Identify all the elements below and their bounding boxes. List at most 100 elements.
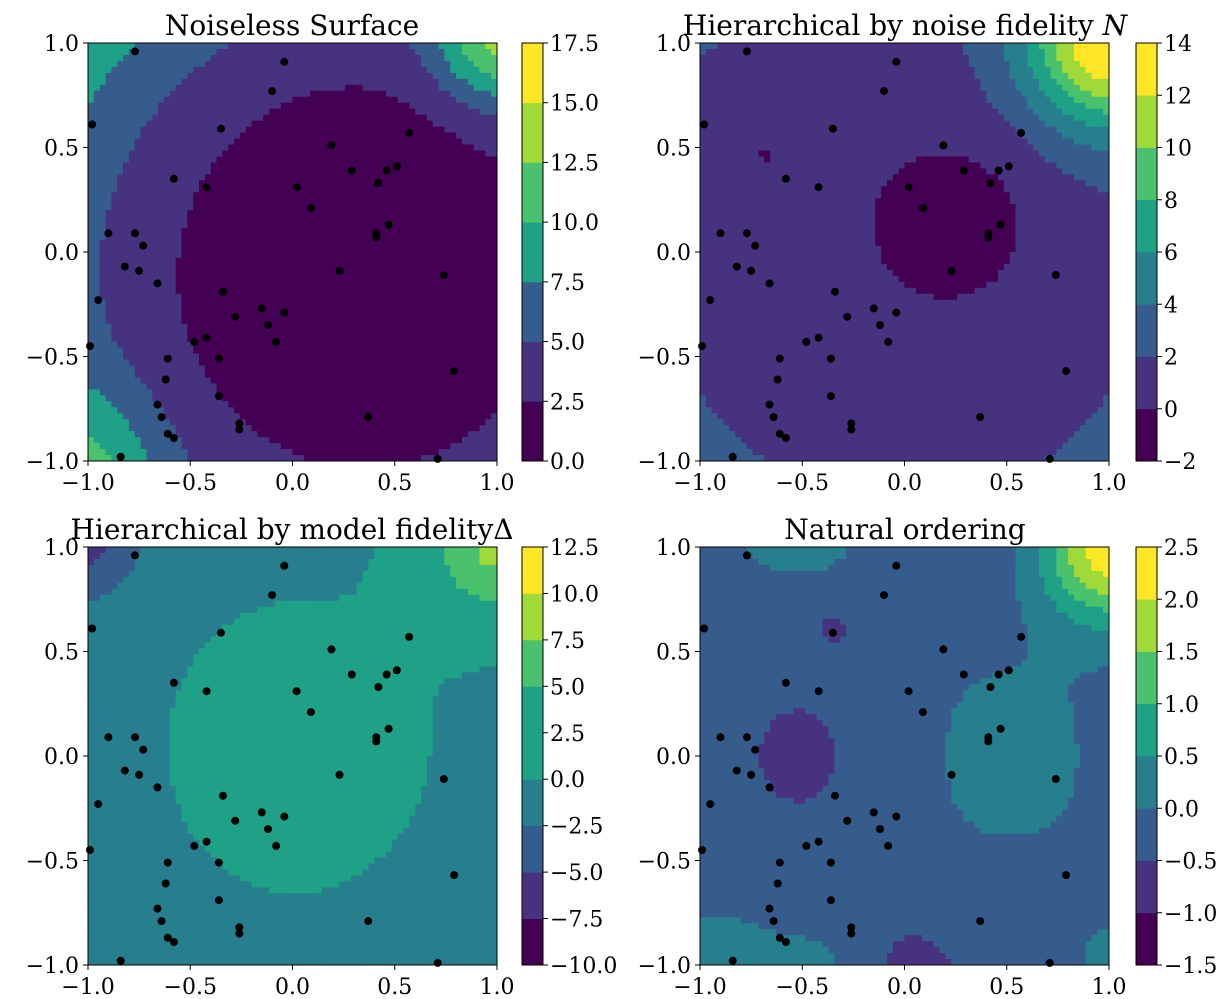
sample-point [892, 308, 901, 317]
y-tick-label: 0.5 [44, 137, 79, 162]
sample-point [235, 923, 244, 932]
sample-point [976, 917, 985, 926]
sample-point [153, 904, 162, 913]
sample-point [700, 624, 709, 633]
colorbar-tick-label: 0 [1164, 398, 1178, 423]
sample-point [847, 929, 856, 938]
sample-point [163, 354, 172, 363]
sample-point [264, 825, 272, 834]
sample-point [292, 687, 301, 696]
sample-point [327, 645, 336, 654]
sample-point [826, 858, 835, 867]
colorbar-band [522, 779, 543, 827]
colorbar-tick-label: 12 [1164, 84, 1192, 109]
sample-point [781, 678, 790, 687]
sample-point [231, 312, 240, 321]
sample-point [996, 220, 1005, 229]
sample-point [169, 434, 178, 442]
sample-point [116, 452, 125, 461]
colorbar-tick-label: 0.0 [550, 450, 585, 475]
sample-point [405, 128, 414, 137]
y-tick-label: 0.0 [44, 241, 79, 266]
x-tick-label: 0.5 [989, 975, 1024, 999]
x-tick-label: 0.0 [275, 975, 310, 999]
sample-point [257, 304, 266, 313]
sample-point [781, 174, 790, 183]
sample-point [86, 846, 94, 854]
sample-point [382, 670, 391, 679]
colorbar-tick-label: 0.5 [1164, 745, 1199, 770]
sample-point [214, 354, 223, 363]
colorbar-tick-label: −2.5 [550, 815, 603, 840]
sample-point [135, 266, 144, 275]
sample-point [751, 241, 760, 250]
sample-point [163, 858, 172, 867]
x-tick-label: 0.0 [275, 471, 310, 496]
colorbar-tick-label: 0.0 [1164, 797, 1199, 822]
x-tick-label: 0.0 [887, 975, 922, 999]
sample-point [996, 724, 1005, 733]
y-tick-label: 0.5 [656, 137, 691, 162]
sample-point [814, 837, 823, 846]
sample-point [876, 321, 884, 330]
sample-point [959, 166, 968, 175]
contour-field [700, 43, 1109, 461]
colorbar-band [1136, 95, 1157, 148]
sample-point [947, 266, 956, 275]
sample-point [94, 296, 103, 305]
colorbar-band [522, 43, 543, 104]
sample-point [802, 841, 811, 850]
sample-point [775, 429, 784, 438]
sample-point [876, 825, 884, 834]
colorbar-band [522, 872, 543, 919]
sample-point [747, 266, 756, 275]
colorbar: 0.0 2.5 5.0 7.5 10.0 12.5 15.0 17.5 [521, 32, 599, 475]
x-tick-label: −1.0 [673, 975, 726, 999]
panel-3: −1.0 −0.5 0.0 0.5 1.0−1.0−0.50.00.51.0Hierar… [26, 513, 618, 999]
colorbar-band [522, 918, 543, 966]
sample-point [364, 413, 373, 422]
sample-point [347, 670, 356, 679]
sample-point [904, 183, 913, 192]
sample-point [892, 57, 901, 66]
sample-point [450, 871, 459, 880]
sample-point [918, 708, 927, 717]
x-tick-label: −0.5 [776, 471, 829, 496]
colorbar-tick-label: 5.0 [550, 331, 585, 356]
colorbar-band [522, 732, 543, 780]
sample-point [382, 166, 391, 175]
sample-point [202, 837, 211, 846]
colorbar-band [522, 593, 543, 641]
colorbar-tick-label: 17.5 [550, 32, 599, 57]
sample-point [728, 452, 737, 461]
sample-point [892, 561, 901, 570]
sample-point [747, 770, 756, 779]
sample-point [231, 816, 240, 825]
y-tick-label: 0.0 [656, 241, 691, 266]
x-tick-label: −0.5 [164, 975, 217, 999]
sample-point [153, 279, 162, 288]
sample-point [264, 321, 272, 330]
sample-point [169, 678, 178, 687]
panel-title: Noiseless Surface [165, 9, 419, 42]
sample-point [880, 591, 888, 600]
colorbar-tick-label: 2.5 [550, 390, 585, 415]
sample-point [94, 800, 103, 809]
sample-point [1004, 162, 1013, 171]
x-tick-label: −1.0 [673, 471, 726, 496]
sample-point [743, 551, 751, 560]
sample-point [706, 800, 715, 809]
x-tick-label: −1.0 [61, 471, 114, 496]
sample-point [1051, 775, 1060, 783]
colorbar-tick-label: 1.5 [1164, 641, 1199, 666]
sample-point [202, 183, 211, 192]
sample-point [847, 419, 856, 428]
x-tick-label: −0.5 [776, 975, 829, 999]
sample-points [698, 551, 1071, 967]
colorbar-tick-label: 2 [1164, 346, 1178, 371]
colorbar-band [1136, 547, 1157, 600]
sample-point [131, 733, 139, 742]
sample-point [104, 733, 113, 742]
y-tick-label: −1.0 [638, 954, 691, 979]
colorbar-tick-label: 10 [1164, 137, 1192, 162]
